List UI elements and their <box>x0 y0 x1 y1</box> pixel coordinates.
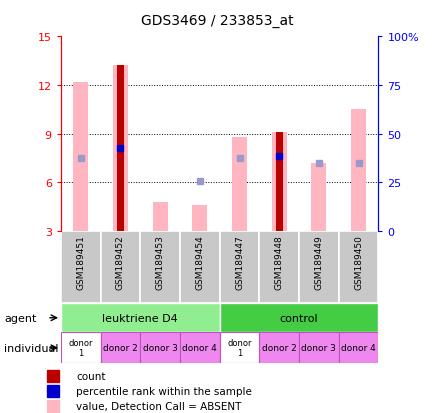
Text: value, Detection Call = ABSENT: value, Detection Call = ABSENT <box>76 401 241 411</box>
Bar <box>100 332 140 363</box>
Text: GSM189452: GSM189452 <box>116 235 125 290</box>
Bar <box>61 231 100 304</box>
Bar <box>338 231 378 304</box>
Bar <box>73 83 88 231</box>
Bar <box>311 163 326 231</box>
Text: donor 2: donor 2 <box>261 344 296 352</box>
Text: GDS3469 / 233853_at: GDS3469 / 233853_at <box>141 14 293 28</box>
Bar <box>219 231 259 304</box>
Bar <box>259 231 298 304</box>
Bar <box>231 138 247 231</box>
Text: percentile rank within the sample: percentile rank within the sample <box>76 387 252 396</box>
Text: GSM189447: GSM189447 <box>234 235 243 290</box>
Text: leuktriene D4: leuktriene D4 <box>102 313 178 323</box>
Bar <box>61 304 219 332</box>
Text: GSM189450: GSM189450 <box>353 235 362 290</box>
Bar <box>180 231 219 304</box>
Bar <box>259 332 298 363</box>
Bar <box>350 110 365 231</box>
Bar <box>192 205 207 231</box>
Text: donor 4: donor 4 <box>182 344 217 352</box>
Bar <box>61 332 100 363</box>
Bar <box>140 231 180 304</box>
Text: count: count <box>76 371 106 381</box>
Bar <box>152 202 167 231</box>
Text: GSM189449: GSM189449 <box>314 235 322 290</box>
Bar <box>299 231 338 304</box>
Bar <box>271 133 286 231</box>
Bar <box>117 66 124 231</box>
Text: GSM189448: GSM189448 <box>274 235 283 290</box>
Bar <box>219 304 378 332</box>
Bar <box>113 66 128 231</box>
Text: control: control <box>279 313 318 323</box>
Bar <box>275 133 282 231</box>
Bar <box>338 332 378 363</box>
Text: GSM189453: GSM189453 <box>155 235 164 290</box>
Text: GSM189451: GSM189451 <box>76 235 85 290</box>
Text: donor
1: donor 1 <box>227 338 251 358</box>
Text: agent: agent <box>4 313 36 323</box>
Text: individual: individual <box>4 343 59 353</box>
Bar <box>299 332 338 363</box>
Bar <box>180 332 219 363</box>
Text: donor 3: donor 3 <box>301 344 335 352</box>
Text: GSM189454: GSM189454 <box>195 235 204 290</box>
Text: donor 3: donor 3 <box>142 344 177 352</box>
Bar <box>100 231 140 304</box>
Text: donor 4: donor 4 <box>340 344 375 352</box>
Bar <box>140 332 180 363</box>
Text: donor 2: donor 2 <box>103 344 138 352</box>
Bar <box>219 332 259 363</box>
Text: donor
1: donor 1 <box>68 338 93 358</box>
